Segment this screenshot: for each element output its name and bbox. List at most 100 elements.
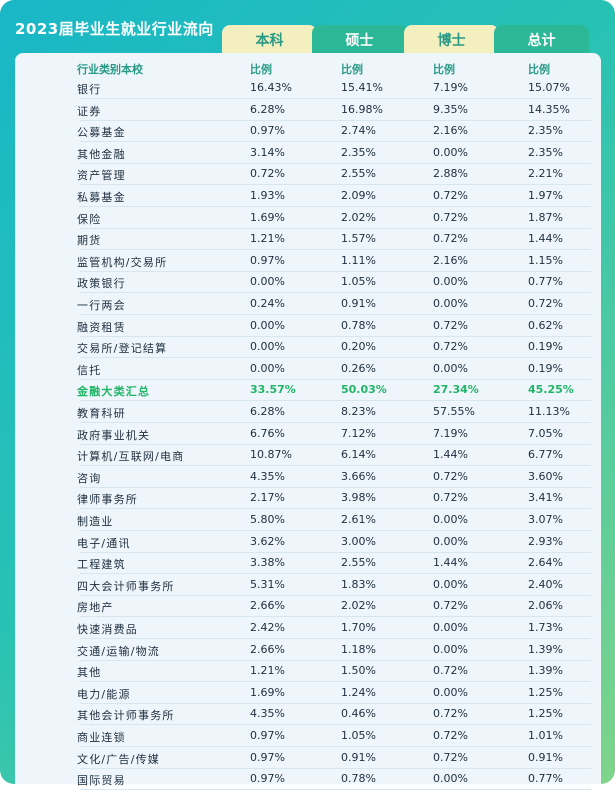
row-divider bbox=[80, 767, 591, 769]
row-divider bbox=[80, 162, 591, 164]
doctor-cell: 1.44% bbox=[433, 448, 468, 462]
doctor-cell: 0.00% bbox=[433, 297, 468, 310]
row-divider bbox=[80, 378, 591, 380]
industry-cell: 电子/通讯 bbox=[77, 536, 131, 550]
table-row: 资产管理 0.72% 2.55% 2.88% 2.21% bbox=[15, 163, 601, 186]
undergraduate-cell: 3.38% bbox=[250, 556, 285, 570]
undergraduate-cell: 3.14% bbox=[250, 145, 285, 159]
industry-cell: 期货 bbox=[77, 234, 102, 248]
doctor-cell: 2.16% bbox=[433, 124, 468, 138]
total-cell: 2.35% bbox=[528, 145, 563, 159]
total-cell: 1.01% bbox=[528, 729, 563, 742]
industry-cell: 私募基金 bbox=[77, 191, 126, 204]
table-row: 快速消费品 2.42% 1.70% 0.00% 1.73% bbox=[15, 617, 601, 639]
total-cell: 6.77% bbox=[528, 448, 563, 462]
total-cell: 1.39% bbox=[528, 642, 563, 656]
doctor-cell: 9.35% bbox=[433, 102, 468, 116]
master-cell: 1.57% bbox=[341, 232, 376, 246]
table-row: 信托 0.00% 0.26% 0.00% 0.19% bbox=[15, 358, 601, 380]
total-cell: 3.41% bbox=[528, 491, 563, 505]
doctor-cell: 7.19% bbox=[433, 81, 468, 94]
total-cell: 2.06% bbox=[528, 599, 563, 613]
row-divider bbox=[80, 486, 591, 488]
doctor-cell: 0.00% bbox=[433, 361, 468, 375]
total-cell: 1.39% bbox=[528, 664, 563, 678]
industry-cell: 电力/能源 bbox=[77, 687, 131, 701]
row-divider bbox=[80, 292, 591, 294]
industry-cell: 文化/广告/传媒 bbox=[77, 752, 161, 766]
table-row: 国际贸易 0.97% 0.78% 0.00% 0.77% bbox=[15, 768, 601, 790]
industry-cell: 信托 bbox=[77, 363, 102, 377]
row-divider bbox=[80, 530, 591, 531]
row-divider bbox=[80, 681, 591, 683]
total-cell: 2.93% bbox=[528, 534, 563, 548]
table-panel bbox=[15, 53, 601, 784]
undergraduate-cell: 0.00% bbox=[250, 340, 285, 354]
industry-cell: 其他会计师事务所 bbox=[77, 709, 175, 723]
master-cell: 1.70% bbox=[341, 621, 376, 634]
total-cell: 7.05% bbox=[528, 426, 563, 440]
row-divider bbox=[80, 746, 591, 747]
total-cell: 1.25% bbox=[528, 707, 563, 721]
doctor-cell: 0.00% bbox=[433, 534, 468, 548]
master-cell: 2.55% bbox=[341, 556, 376, 570]
master-cell: 0.26% bbox=[341, 361, 376, 375]
undergraduate-cell: 4.35% bbox=[250, 469, 285, 483]
row-divider bbox=[80, 724, 591, 726]
table-row: 咨询 4.35% 3.66% 0.72% 3.60% bbox=[15, 466, 601, 488]
industry-cell: 教育科研 bbox=[77, 407, 126, 420]
row-divider bbox=[80, 98, 591, 99]
total-cell: 2.64% bbox=[528, 556, 563, 570]
row-divider bbox=[80, 335, 591, 337]
undergraduate-cell: 0.00% bbox=[250, 275, 285, 289]
master-cell: 1.24% bbox=[341, 685, 376, 699]
table-row: 证券 6.28% 16.98% 9.35% 14.35% bbox=[15, 99, 601, 121]
table-row: 政策银行 0.00% 1.05% 0.00% 0.77% bbox=[15, 271, 601, 294]
total-cell: 45.25% bbox=[528, 383, 574, 397]
doctor-cell: 57.55% bbox=[433, 405, 475, 418]
doctor-cell: 2.16% bbox=[433, 253, 468, 267]
undergraduate-cell: 3.62% bbox=[250, 534, 285, 548]
doctor-cell: 0.72% bbox=[433, 491, 468, 505]
industry-cell: 交易所/登记结算 bbox=[77, 342, 168, 356]
undergraduate-cell: 2.42% bbox=[250, 621, 285, 634]
row-divider bbox=[80, 400, 591, 402]
undergraduate-cell: 0.97% bbox=[250, 772, 285, 786]
total-cell: 3.07% bbox=[528, 513, 563, 526]
row-divider bbox=[80, 357, 591, 359]
industry-cell: 保险 bbox=[77, 212, 102, 226]
master-cell: 2.09% bbox=[341, 189, 376, 202]
column-header-ratio-doctor: 比例 bbox=[433, 63, 455, 76]
master-cell: 0.91% bbox=[341, 297, 376, 310]
total-cell: 14.35% bbox=[528, 102, 570, 116]
doctor-cell: 0.00% bbox=[433, 772, 468, 786]
total-cell: 0.19% bbox=[528, 340, 563, 354]
undergraduate-cell: 6.76% bbox=[250, 426, 285, 440]
master-cell: 0.78% bbox=[341, 772, 376, 786]
total-cell: 2.40% bbox=[528, 577, 563, 591]
undergraduate-cell: 2.66% bbox=[250, 599, 285, 613]
table-row: 期货 1.21% 1.57% 0.72% 1.44% bbox=[15, 228, 601, 251]
master-cell: 0.78% bbox=[341, 318, 376, 332]
table-row: 电子/通讯 3.62% 3.00% 0.00% 2.93% bbox=[15, 531, 601, 553]
industry-cell: 公募基金 bbox=[77, 126, 126, 140]
tab-doctor: 博士 bbox=[404, 25, 499, 55]
doctor-cell: 0.72% bbox=[433, 189, 468, 202]
table-row: 电力/能源 1.69% 1.24% 0.00% 1.25% bbox=[15, 682, 601, 704]
industry-cell: 交通/运输/物流 bbox=[77, 644, 161, 658]
undergraduate-cell: 1.69% bbox=[250, 210, 285, 224]
doctor-cell: 2.88% bbox=[433, 167, 468, 181]
doctor-cell: 0.00% bbox=[433, 577, 468, 591]
industry-cell: 商业连锁 bbox=[77, 731, 126, 744]
table-row: 房地产 2.66% 2.02% 0.72% 2.06% bbox=[15, 595, 601, 618]
master-cell: 1.11% bbox=[341, 253, 376, 267]
doctor-cell: 0.72% bbox=[433, 469, 468, 483]
master-cell: 15.41% bbox=[341, 81, 383, 94]
industry-cell: 工程建筑 bbox=[77, 558, 126, 572]
table-row: 教育科研 6.28% 8.23% 57.55% 11.13% bbox=[15, 401, 601, 423]
doctor-cell: 0.00% bbox=[433, 685, 468, 699]
row-divider bbox=[80, 249, 591, 251]
undergraduate-cell: 0.00% bbox=[250, 318, 285, 332]
master-cell: 2.74% bbox=[341, 124, 376, 138]
row-divider bbox=[80, 594, 591, 596]
